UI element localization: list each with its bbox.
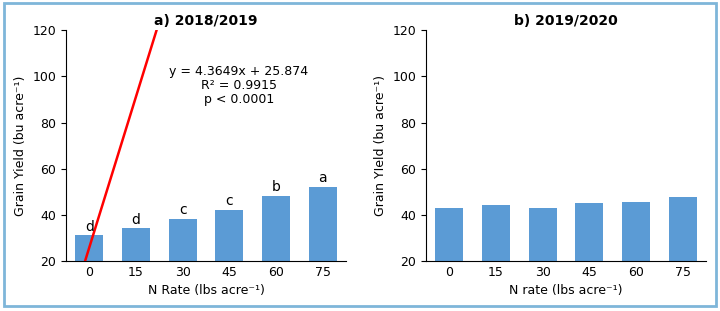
Text: y = 4.3649x + 25.874: y = 4.3649x + 25.874 — [169, 65, 308, 78]
Text: d: d — [132, 213, 140, 227]
Y-axis label: Grain YIeld (bu acre⁻¹): Grain YIeld (bu acre⁻¹) — [374, 75, 387, 216]
Bar — [309, 187, 337, 307]
Bar — [436, 208, 464, 307]
Bar — [669, 197, 697, 307]
X-axis label: N rate (lbs acre⁻¹): N rate (lbs acre⁻¹) — [509, 284, 623, 297]
Bar — [482, 206, 510, 307]
Bar — [76, 235, 104, 307]
Text: c: c — [179, 203, 186, 217]
Bar — [122, 229, 150, 307]
Text: a: a — [318, 171, 327, 185]
Title: b) 2019/2020: b) 2019/2020 — [514, 14, 618, 28]
Bar — [622, 202, 650, 307]
X-axis label: N Rate (lbs acre⁻¹): N Rate (lbs acre⁻¹) — [148, 284, 264, 297]
Y-axis label: Grain Yield (bu acre⁻¹): Grain Yield (bu acre⁻¹) — [14, 75, 27, 216]
Text: c: c — [225, 194, 233, 208]
Bar — [168, 219, 197, 307]
Bar — [528, 208, 557, 307]
Bar — [262, 196, 290, 307]
Text: R² = 0.9915: R² = 0.9915 — [201, 79, 276, 92]
Bar — [215, 210, 243, 307]
Text: d: d — [85, 220, 94, 234]
Title: a) 2018/2019: a) 2018/2019 — [154, 14, 258, 28]
Bar — [575, 203, 603, 307]
Text: b: b — [271, 180, 281, 194]
Text: p < 0.0001: p < 0.0001 — [204, 93, 274, 106]
